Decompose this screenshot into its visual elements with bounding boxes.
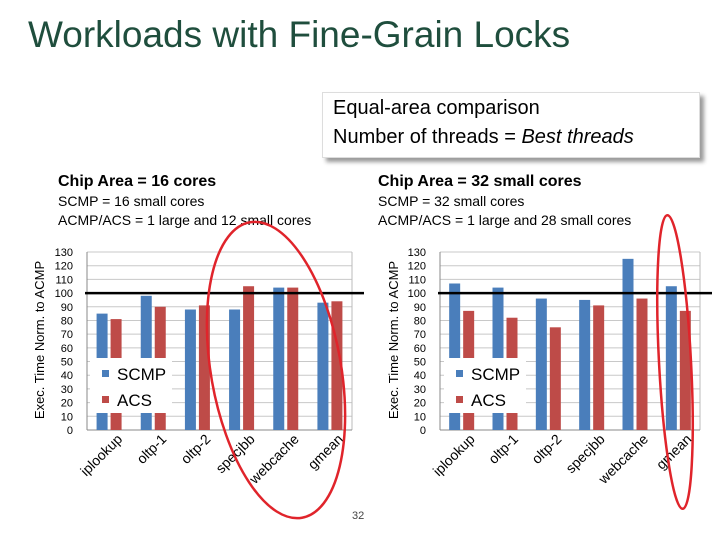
bar-scmp-specjbb [579, 299, 591, 430]
y-tick-label: 90 [414, 302, 426, 314]
y-tick-label: 10 [61, 411, 73, 423]
y-tick-label: 50 [414, 357, 426, 369]
legend-swatch-acs [456, 396, 463, 403]
y-tick-label: 100 [55, 288, 73, 300]
y-tick-label: 60 [414, 343, 426, 355]
bar-scmp-webcache [622, 258, 634, 430]
chart-right-title: Chip Area = 32 small cores [378, 173, 582, 190]
bar-scmp-gmean [317, 302, 329, 430]
legend-label-acs: ACS [117, 391, 152, 410]
bar-acs-oltp-2 [198, 305, 210, 430]
x-category-label: iplookup [430, 431, 478, 479]
chart-right-subtitle-2: ACMP/ACS = 1 large and 28 small cores [378, 212, 632, 228]
y-tick-label: 80 [414, 315, 426, 327]
bar-scmp-gmean [665, 286, 677, 430]
bar-scmp-webcache [273, 287, 285, 430]
chart-left-title: Chip Area = 16 cores [58, 173, 217, 190]
x-category-label: oltp-2 [177, 431, 213, 467]
bar-scmp-oltp-2 [184, 309, 196, 430]
callout-box: Equal-area comparison Number of threads … [322, 92, 700, 158]
x-category-label: oltp-1 [133, 431, 169, 467]
x-category-label: iplookup [77, 431, 125, 479]
y-tick-label: 30 [414, 384, 426, 396]
chart-left-subtitle-2: ACMP/ACS = 1 large and 12 small cores [58, 212, 312, 228]
y-tick-label: 40 [414, 370, 426, 382]
bar-acs-webcache [636, 298, 648, 430]
legend-swatch-scmp [102, 370, 109, 377]
legend-label-scmp: SCMP [471, 365, 520, 384]
slide-title: Workloads with Fine-Grain Locks [28, 14, 571, 55]
bar-acs-gmean [679, 310, 691, 430]
y-tick-label: 0 [67, 425, 73, 437]
y-axis-label: Exec. Time Norm. to ACMP [32, 261, 47, 419]
y-tick-label: 110 [55, 274, 73, 286]
y-tick-label: 10 [414, 411, 426, 423]
y-tick-label: 120 [408, 261, 426, 273]
callout-line-2-emphasis: Best threads [521, 126, 634, 148]
y-tick-label: 130 [408, 247, 426, 259]
bar-acs-specjbb [243, 286, 255, 430]
bar-acs-oltp-2 [549, 327, 561, 430]
legend-label-acs: ACS [471, 391, 506, 410]
y-tick-label: 60 [61, 343, 73, 355]
page-number: 32 [352, 510, 365, 522]
bar-scmp-oltp-2 [535, 298, 547, 430]
callout-line-1: Equal-area comparison [333, 97, 540, 119]
y-tick-label: 90 [61, 302, 73, 314]
callout-line-2: Number of threads = Best threads [333, 126, 634, 149]
x-category-label: oltp-2 [528, 431, 564, 467]
highlight-ellipse [656, 213, 694, 511]
y-tick-label: 50 [61, 357, 73, 369]
y-tick-label: 40 [61, 370, 73, 382]
y-tick-label: 70 [414, 329, 426, 341]
x-category-label: gmean [653, 431, 695, 473]
chart-right-subtitle-1: SCMP = 32 small cores [378, 193, 525, 209]
y-tick-label: 20 [61, 398, 73, 410]
legend-swatch-scmp [456, 370, 463, 377]
y-axis-label: Exec. Time Norm. to ACMP [386, 261, 401, 419]
y-tick-label: 20 [414, 398, 426, 410]
legend-box [90, 358, 172, 413]
legend-swatch-acs [102, 396, 109, 403]
legend-box [444, 358, 526, 413]
bar-acs-specjbb [593, 305, 605, 430]
y-tick-label: 80 [61, 315, 73, 327]
bar-scmp-iplookup [449, 283, 461, 430]
chart-left-subtitle-1: SCMP = 16 small cores [58, 193, 205, 209]
y-tick-label: 30 [61, 384, 73, 396]
y-tick-label: 110 [408, 274, 426, 286]
y-tick-label: 100 [408, 288, 426, 300]
highlight-ellipse [205, 220, 347, 520]
legend-label-scmp: SCMP [117, 365, 166, 384]
y-tick-label: 70 [61, 329, 73, 341]
bar-acs-gmean [331, 301, 343, 430]
x-category-label: oltp-1 [485, 431, 521, 467]
y-tick-label: 120 [55, 261, 73, 273]
y-tick-label: 130 [55, 247, 73, 259]
bar-acs-webcache [287, 287, 299, 430]
bar-scmp-specjbb [229, 309, 241, 430]
y-tick-label: 0 [420, 425, 426, 437]
callout-line-2-prefix: Number of threads = [333, 126, 522, 148]
